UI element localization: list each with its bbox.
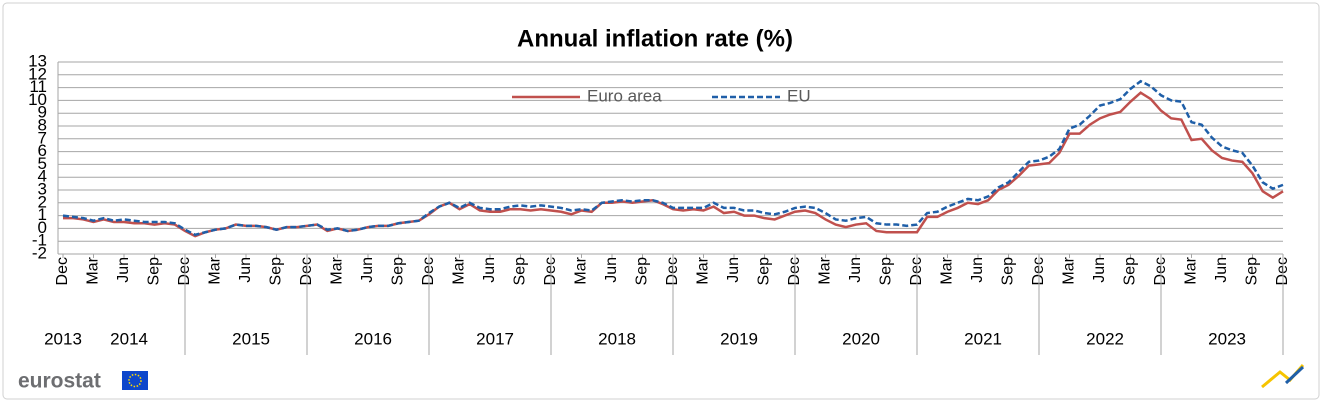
- x-tick-label: Sep: [268, 257, 285, 286]
- year-label: 2016: [354, 329, 392, 348]
- legend-label: EU: [787, 86, 811, 105]
- year-label: 2022: [1086, 329, 1124, 348]
- x-tick-label: Mar: [451, 256, 468, 284]
- y-tick-label: 13: [28, 51, 47, 70]
- x-tick-label: Mar: [573, 256, 590, 284]
- x-tick-label: Sep: [146, 257, 163, 286]
- y-tick-label: 10: [28, 90, 47, 109]
- year-label: 2021: [964, 329, 1002, 348]
- x-tick-label: Mar: [1183, 256, 1200, 284]
- x-tick-label: Jun: [1091, 257, 1108, 283]
- y-tick-label: 11: [29, 77, 47, 96]
- x-tick-label: Jun: [481, 257, 498, 283]
- x-tick-label: Sep: [1000, 257, 1017, 286]
- y-tick-label: 12: [28, 64, 47, 83]
- x-tick-label: Jun: [115, 257, 132, 283]
- year-label: 2014: [110, 329, 148, 348]
- x-tick-label: Jun: [847, 257, 864, 283]
- year-label: 2013: [44, 329, 82, 348]
- x-tick-label: Mar: [939, 256, 956, 284]
- x-tick-label: Sep: [634, 257, 651, 286]
- x-tick-label: Jun: [237, 257, 254, 283]
- year-label: 2023: [1208, 329, 1246, 348]
- year-label: 2017: [476, 329, 514, 348]
- y-tick-label: -2: [32, 243, 47, 262]
- x-tick-label: Jun: [603, 257, 620, 283]
- x-tick-label: Mar: [817, 256, 834, 284]
- x-tick-label: Mar: [695, 256, 712, 284]
- x-tick-label: Sep: [390, 257, 407, 286]
- y-tick-label: 2: [38, 192, 47, 211]
- x-tick-label: Mar: [1061, 256, 1078, 284]
- x-tick-label: Jun: [1213, 257, 1230, 283]
- y-tick-label: 4: [38, 167, 47, 186]
- x-tick-label: Sep: [756, 257, 773, 286]
- x-tick-label: Jun: [725, 257, 742, 283]
- x-tick-label: Dec: [54, 257, 71, 285]
- corner-icon: [1284, 365, 1305, 385]
- x-tick-label: Sep: [878, 257, 895, 286]
- year-label: 2015: [232, 329, 270, 348]
- year-label: 2019: [720, 329, 758, 348]
- y-tick-label: 5: [38, 154, 47, 173]
- x-tick-label: Sep: [1244, 257, 1261, 286]
- y-tick-label: 7: [38, 128, 47, 147]
- x-tick-label: Sep: [512, 257, 529, 286]
- eu-stars: [128, 373, 142, 388]
- x-tick-label: Jun: [359, 257, 376, 283]
- x-tick-label: Mar: [207, 256, 224, 284]
- chart-title: Annual inflation rate (%): [517, 25, 793, 52]
- y-tick-label: 6: [38, 141, 47, 160]
- eu-flag: [122, 371, 148, 390]
- y-tick-label: 0: [38, 218, 47, 237]
- legend-label: Euro area: [587, 86, 662, 105]
- year-label: 2018: [598, 329, 636, 348]
- x-tick-label: Mar: [329, 256, 346, 284]
- y-tick-label: 8: [38, 115, 47, 134]
- logo-text: eurostat: [18, 370, 101, 393]
- x-tick-label: Mar: [85, 256, 102, 284]
- series-line: [62, 79, 1284, 237]
- y-tick-label: -1: [32, 231, 47, 250]
- x-tick-label: Jun: [969, 257, 986, 283]
- y-tick-label: 9: [38, 103, 47, 122]
- year-label: 2020: [842, 329, 880, 348]
- y-tick-label: 1: [38, 205, 47, 224]
- y-tick-label: 3: [38, 179, 47, 198]
- x-tick-label: Sep: [1122, 257, 1139, 286]
